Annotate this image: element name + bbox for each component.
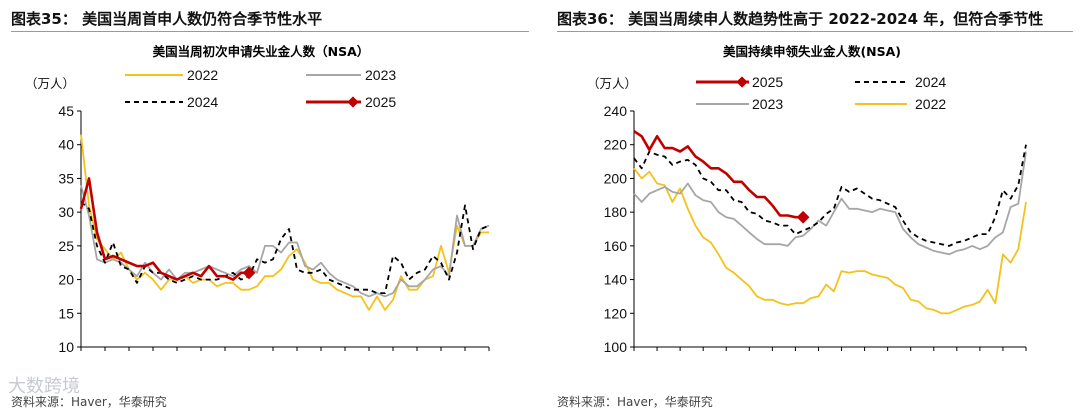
right-title-rule bbox=[557, 31, 1073, 32]
right-figure-title: 图表36： 美国当周续申人数趋势性高于 2022-2024 年，但符合季节性 bbox=[557, 10, 1044, 28]
x-tick-label: 7 bbox=[676, 354, 684, 356]
plot-area: 100 120 140 160 180 200 220 240 1 4 7 10 13 16 19 22 25 2… bbox=[604, 103, 1034, 356]
y-tick-label: 30 bbox=[58, 204, 74, 220]
y-tick-label: 35 bbox=[58, 170, 74, 186]
left-title-rule bbox=[11, 31, 529, 32]
watermark: 大数跨境 bbox=[8, 376, 80, 397]
series-line-2025 bbox=[633, 130, 804, 219]
x-tick-label: 49 bbox=[995, 354, 1011, 356]
x-tick-label: 37 bbox=[361, 354, 377, 356]
y-tick-label: 25 bbox=[58, 238, 74, 254]
x-tick-label: 16 bbox=[193, 354, 209, 356]
legend-marker-2025 bbox=[347, 96, 359, 108]
legend-label-2023: 2023 bbox=[365, 67, 396, 83]
x-tick-label: 1 bbox=[630, 354, 638, 356]
x-tick-label: 40 bbox=[926, 354, 942, 356]
y-tick-label: 15 bbox=[58, 305, 74, 321]
legend-label-2022: 2022 bbox=[187, 67, 218, 83]
x-tick-label: 7 bbox=[125, 354, 133, 356]
y-axis-unit-label: （万人） bbox=[25, 76, 75, 91]
x-tick-label: 43 bbox=[949, 354, 965, 356]
y-tick-label: 200 bbox=[604, 170, 628, 186]
y-tick-label: 220 bbox=[604, 137, 628, 153]
left-figure-title: 图表35： 美国当周首申人数仍符合季节性水平 bbox=[11, 10, 323, 28]
series-line-2023 bbox=[633, 151, 1027, 256]
legend-label-2025: 2025 bbox=[752, 74, 783, 90]
right-chart: 美国持续申领失业金人数(NSA) （万人） 2025 2024 2023 202… bbox=[587, 44, 1034, 356]
series-end-marker-2025 bbox=[242, 266, 256, 280]
legend-label-2024: 2024 bbox=[915, 74, 946, 90]
legend-label-2022: 2022 bbox=[915, 96, 946, 112]
x-tick-label: 16 bbox=[742, 354, 758, 356]
x-tick-label: 37 bbox=[903, 354, 919, 356]
y-tick-label: 100 bbox=[604, 339, 628, 355]
y-tick-label: 40 bbox=[58, 137, 74, 153]
series-line-2025 bbox=[79, 177, 249, 281]
x-tick-label: 31 bbox=[313, 354, 329, 356]
x-tick-label: 10 bbox=[145, 354, 161, 356]
x-tick-label: 28 bbox=[834, 354, 850, 356]
legend-marker-2025 bbox=[736, 76, 748, 88]
x-tick-label: 13 bbox=[169, 354, 185, 356]
legend-label-2023: 2023 bbox=[752, 96, 783, 112]
x-tick-label: 25 bbox=[811, 354, 827, 356]
y-tick-label: 20 bbox=[58, 272, 74, 288]
legend: 2025 2024 2023 2022 bbox=[696, 74, 946, 112]
legend: 2022 2023 2024 2025 bbox=[125, 67, 396, 110]
right-source-note: 资料来源：Haver，华泰研究 bbox=[557, 395, 713, 409]
y-tick-label: 10 bbox=[58, 339, 74, 355]
chart-title: 美国持续申领失业金人数(NSA) bbox=[723, 44, 901, 59]
y-tick-label: 240 bbox=[604, 103, 628, 119]
x-tick-label: 4 bbox=[653, 354, 661, 356]
series-line-2024 bbox=[633, 144, 1027, 247]
y-tick-label: 120 bbox=[604, 305, 628, 321]
y-tick-label: 140 bbox=[604, 272, 628, 288]
series-end-marker-2025 bbox=[796, 210, 810, 224]
left-chart: 美国当周初次申请失业金人数（NSA） （万人） 2022 2023 2024 2… bbox=[25, 44, 497, 356]
x-tick-label: 52 bbox=[481, 354, 497, 356]
chart-title: 美国当周初次申请失业金人数（NSA） bbox=[153, 44, 370, 59]
series-line-2022 bbox=[80, 134, 489, 311]
x-tick-label: 40 bbox=[385, 354, 401, 356]
x-tick-label: 22 bbox=[788, 354, 804, 356]
y-axis-unit-label: （万人） bbox=[587, 76, 637, 91]
x-tick-label: 1 bbox=[77, 354, 85, 356]
x-tick-label: 31 bbox=[857, 354, 873, 356]
x-tick-label: 46 bbox=[433, 354, 449, 356]
legend-label-2024: 2024 bbox=[187, 94, 218, 110]
plot-area: 10 15 20 25 30 35 40 45 1 4 7 10 13 16 19 22 25 28 31 34 37 4… bbox=[58, 103, 497, 356]
x-tick-label: 19 bbox=[765, 354, 781, 356]
y-tick-label: 180 bbox=[604, 204, 628, 220]
x-tick-label: 22 bbox=[241, 354, 257, 356]
x-tick-label: 34 bbox=[880, 354, 896, 356]
x-tick-label: 52 bbox=[1018, 354, 1034, 356]
series-line-2022 bbox=[633, 167, 1027, 315]
x-tick-label: 43 bbox=[409, 354, 425, 356]
x-tick-label: 46 bbox=[972, 354, 988, 356]
x-tick-label: 19 bbox=[217, 354, 233, 356]
legend-label-2025: 2025 bbox=[365, 94, 396, 110]
x-tick-label: 10 bbox=[695, 354, 711, 356]
left-source-note: 资料来源：Haver，华泰研究 bbox=[11, 395, 167, 409]
y-tick-label: 160 bbox=[604, 238, 628, 254]
x-tick-label: 28 bbox=[289, 354, 305, 356]
x-tick-label: 25 bbox=[265, 354, 281, 356]
x-tick-label: 34 bbox=[337, 354, 353, 356]
x-tick-label: 4 bbox=[101, 354, 109, 356]
x-tick-label: 13 bbox=[718, 354, 734, 356]
series-line-2024 bbox=[80, 201, 490, 295]
y-tick-label: 45 bbox=[58, 103, 74, 119]
x-tick-label: 49 bbox=[457, 354, 473, 356]
series-line-2023 bbox=[80, 184, 490, 298]
